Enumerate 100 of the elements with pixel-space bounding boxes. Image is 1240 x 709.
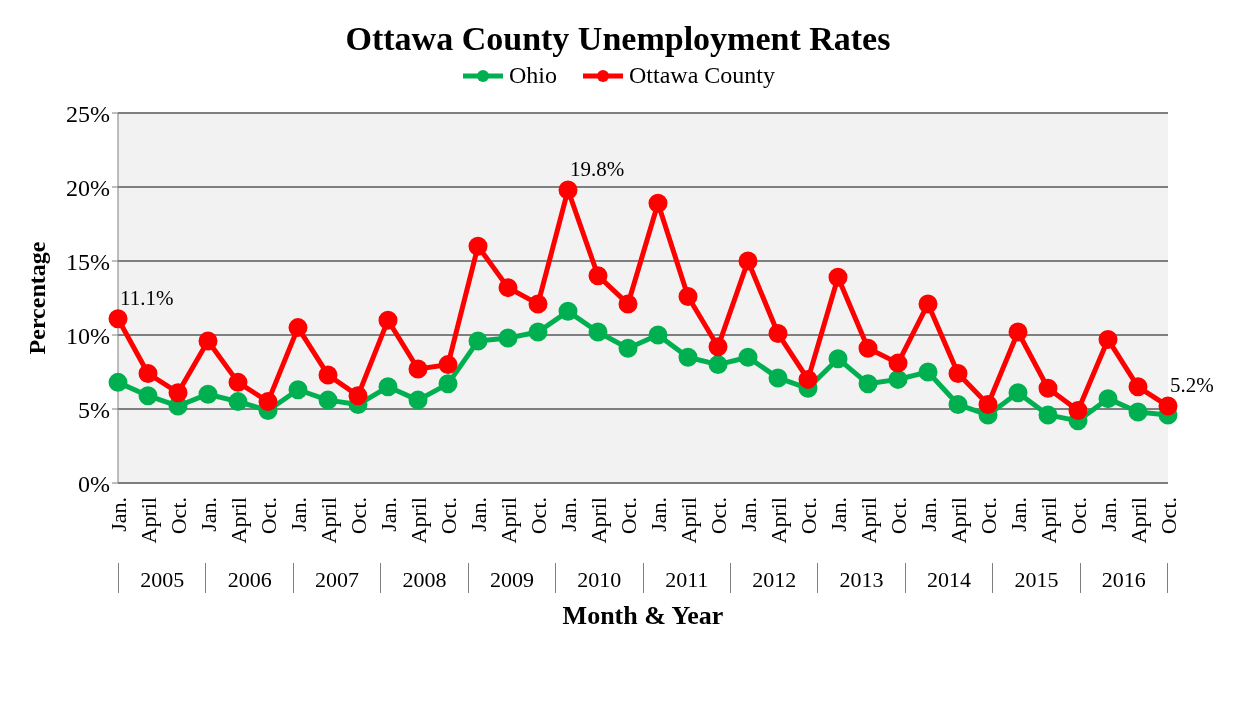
x-tick-label: Oct. [345,497,371,535]
x-tick-label: Jan. [735,497,761,532]
y-tick-label: 20% [66,174,110,201]
point [438,355,458,375]
point [498,328,518,348]
point [378,310,398,330]
point [558,180,578,200]
x-tick-label: Jan. [285,497,311,532]
point [828,349,848,369]
x-tick-label: April [315,497,341,544]
point [948,363,968,383]
point [1068,400,1088,420]
point [618,294,638,314]
x-tick-label: Oct. [795,497,821,535]
point [798,369,818,389]
point [678,347,698,367]
point [528,294,548,314]
point [288,318,308,338]
point [1098,389,1118,409]
point [288,380,308,400]
text: 2012 [729,563,818,593]
point [978,395,998,415]
text: 2005 [118,563,206,593]
x-tick-label: Jan. [195,497,221,532]
x-tick-label: Oct. [1155,497,1181,535]
data-label: 11.1% [120,285,174,310]
point [618,338,638,358]
point [228,372,248,392]
point [768,324,788,344]
y-tick-label: 5% [78,396,110,423]
x-tick-label: Jan. [375,497,401,532]
point [138,363,158,383]
y-tick-label: 10% [66,322,110,349]
x-tick-label: Oct. [255,497,281,535]
point [858,338,878,358]
text: 2010 [555,563,643,593]
point [1008,383,1028,403]
x-tick-label: Oct. [975,497,1001,535]
point [1008,322,1028,342]
point [1128,377,1148,397]
point [408,359,428,379]
point [498,278,518,298]
x-tick-label: April [135,497,161,544]
x-tick-label: April [495,497,521,544]
point [558,301,578,321]
text: 2008 [380,563,468,593]
point [828,267,848,287]
point [468,236,488,256]
x-axis-title: Month & Year [561,601,725,631]
point [1128,402,1148,422]
point [768,368,788,388]
point [888,369,908,389]
point [738,251,758,271]
x-tick-label: April [405,497,431,544]
text: 2013 [817,563,905,593]
x-tick-label: April [675,497,701,544]
x-tick-label: April [1035,497,1061,544]
point [948,395,968,415]
point [108,372,128,392]
x-tick-label: Jan. [1095,497,1121,532]
point [918,294,938,314]
point [138,386,158,406]
point [648,193,668,213]
y-tick-label: 25% [66,100,110,127]
point [678,287,698,307]
point [198,331,218,351]
point [1038,378,1058,398]
point [888,353,908,373]
text: 2009 [467,563,556,593]
point [438,374,458,394]
x-tick-label: April [855,497,881,544]
x-tick-label: April [585,497,611,544]
x-tick-label: Oct. [615,497,641,535]
x-tick-label: Jan. [555,497,581,532]
text: 2016 [1079,563,1169,593]
x-tick-label: Jan. [825,497,851,532]
point [228,392,248,412]
point [708,337,728,357]
point [528,322,548,342]
y-axis-title: Percentage [23,241,50,355]
legend-label: Ohio [509,62,557,89]
x-tick-label: Oct. [525,497,551,535]
point [738,347,758,367]
x-tick-label: April [945,497,971,544]
x-tick-label: Jan. [105,497,131,532]
point [318,365,338,385]
point [1038,405,1058,425]
point [588,322,608,342]
point [1158,396,1178,416]
point [348,386,368,406]
x-tick-label: Oct. [705,497,731,535]
text: 2015 [992,563,1080,593]
x-tick-label: Jan. [915,497,941,532]
point [198,384,218,404]
point [258,392,278,412]
point [648,325,668,345]
point [708,355,728,375]
x-tick-label: Jan. [465,497,491,532]
x-tick-label: Oct. [1065,497,1091,535]
x-tick-label: April [765,497,791,544]
